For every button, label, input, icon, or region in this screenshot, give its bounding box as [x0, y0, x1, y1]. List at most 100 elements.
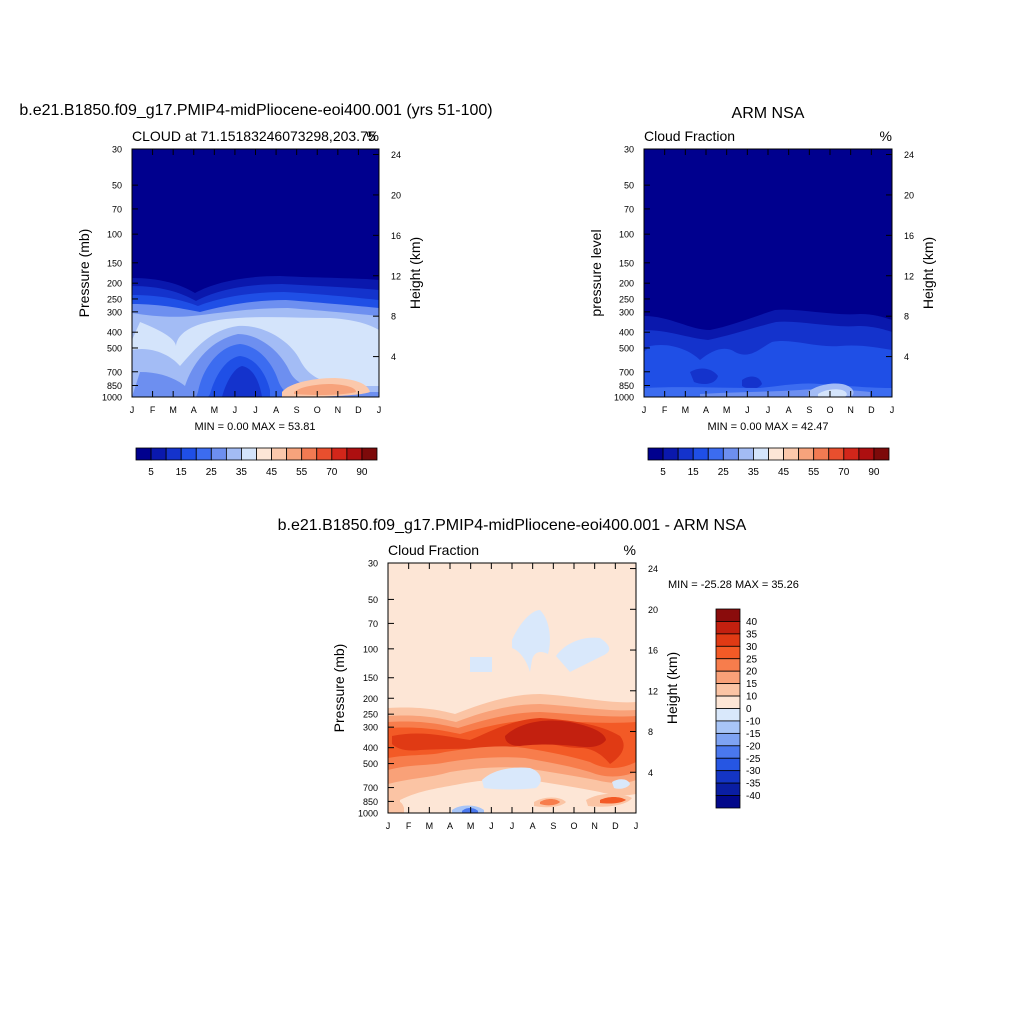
ytick-label: 30	[368, 559, 378, 569]
colorbar-label: -15	[746, 729, 761, 740]
colorbar-label: 70	[326, 467, 338, 478]
ytick-right-label: 20	[648, 605, 658, 615]
colorbar-label: -35	[746, 779, 761, 790]
colorbar-swatch	[715, 695, 741, 709]
colorbar-swatch	[715, 732, 741, 747]
ytick-label: 850	[363, 797, 378, 807]
xtick-label: J	[510, 821, 515, 831]
colorbar-label: 5	[148, 467, 154, 478]
panel-model-ylabel: Pressure (mb)	[76, 229, 92, 318]
colorbar-label: 15	[688, 467, 700, 478]
ytick-label: 300	[363, 723, 378, 733]
colorbar-swatch	[135, 447, 152, 461]
ytick-right-label: 4	[648, 768, 653, 778]
panel-obs: ARM NSA Cloud Fraction % pressure level …	[588, 105, 936, 478]
panel-obs-title-right: %	[880, 128, 892, 144]
colorbar-label: 20	[746, 667, 758, 678]
colorbar-label: 30	[746, 642, 758, 653]
ytick-right-label: 16	[391, 231, 401, 241]
ytick-label: 70	[368, 619, 378, 629]
colorbar-swatch	[798, 447, 815, 461]
ytick-label: 70	[112, 204, 122, 214]
xtick-label: J	[130, 405, 135, 415]
xtick-label: M	[467, 821, 475, 831]
xtick-label: M	[211, 405, 219, 415]
xtick-label: J	[642, 405, 647, 415]
panel-model-colorbar: 5 15 25 35 45 55 70 90	[135, 447, 378, 478]
panel-obs-title-left: Cloud Fraction	[644, 128, 735, 144]
colorbar-swatch	[180, 447, 197, 461]
xtick-label: J	[377, 405, 382, 415]
xtick-label: A	[703, 405, 709, 415]
xtick-label: D	[868, 405, 875, 415]
ytick-label: 1000	[358, 809, 378, 819]
panel-diff-title-left: Cloud Fraction	[388, 542, 479, 558]
xtick-label: J	[386, 821, 391, 831]
colorbar-swatch	[677, 447, 694, 461]
ytick-right-label: 4	[391, 352, 396, 362]
colorbar-swatch	[813, 447, 830, 461]
colorbar-swatch	[873, 447, 890, 461]
xtick-label: S	[806, 405, 812, 415]
panel-obs-yticks: 30 50 70 100 150 200 250 300 400 500 700 850 1000	[614, 145, 650, 403]
colorbar-label: 70	[838, 467, 850, 478]
xtick-label: D	[355, 405, 362, 415]
panel-model-title-left: CLOUD at 71.15183246073298,203.75	[132, 128, 376, 144]
colorbar-swatch	[715, 708, 741, 722]
ytick-right-label: 12	[904, 271, 914, 281]
ytick-right-label: 8	[648, 727, 653, 737]
colorbar-label: 5	[660, 467, 666, 478]
colorbar-swatch	[647, 447, 664, 461]
ytick-right-label: 24	[648, 564, 658, 574]
ytick-right-label: 16	[904, 231, 914, 241]
colorbar-label: 35	[748, 467, 760, 478]
panel-model-suptitle: b.e21.B1850.f09_g17.PMIP4-midPliocene-eo…	[19, 102, 492, 119]
xtick-label: J	[634, 821, 639, 831]
ytick-label: 50	[624, 181, 634, 191]
colorbar-swatch	[753, 447, 769, 461]
colorbar-swatch	[331, 447, 348, 461]
colorbar-label: 55	[296, 467, 308, 478]
colorbar-swatch	[715, 633, 741, 647]
ytick-label: 700	[619, 367, 634, 377]
colorbar-label: -25	[746, 754, 761, 765]
panel-obs-colorbar: 5 15 25 35 45 55 70 90	[647, 447, 890, 478]
colorbar-swatch	[692, 447, 709, 461]
xtick-label: J	[745, 405, 750, 415]
ytick-label: 850	[107, 381, 122, 391]
ytick-label: 150	[363, 673, 378, 683]
xtick-label: O	[314, 405, 321, 415]
ytick-label: 150	[619, 258, 634, 268]
colorbar-swatch	[286, 447, 303, 461]
ytick-label: 250	[107, 294, 122, 304]
panel-diff-title-right: %	[624, 542, 636, 558]
colorbar-label: 10	[746, 692, 758, 703]
panel-obs-ylabel-right: Height (km)	[920, 237, 936, 309]
ytick-label: 250	[619, 294, 634, 304]
panel-diff-stats: MIN = -25.28 MAX = 35.26	[668, 579, 799, 591]
ytick-label: 50	[112, 181, 122, 191]
ytick-right-label: 24	[391, 150, 401, 160]
ytick-label: 500	[107, 343, 122, 353]
ytick-right-label: 20	[391, 190, 401, 200]
ytick-label: 850	[619, 381, 634, 391]
colorbar-label: -10	[746, 716, 761, 727]
xtick-label: D	[612, 821, 619, 831]
ytick-label: 150	[107, 258, 122, 268]
xtick-label: N	[847, 405, 854, 415]
colorbar-swatch	[346, 447, 363, 461]
panel-model-title-right: %	[367, 128, 379, 144]
colorbar-swatch	[301, 447, 318, 461]
colorbar-swatch	[722, 447, 739, 461]
colorbar-label: 90	[356, 467, 368, 478]
xtick-label: J	[233, 405, 238, 415]
colorbar-swatch	[715, 757, 741, 772]
colorbar-swatch	[768, 447, 784, 461]
colorbar-label: 45	[778, 467, 790, 478]
colorbar-swatch	[241, 447, 257, 461]
xtick-label: J	[890, 405, 895, 415]
